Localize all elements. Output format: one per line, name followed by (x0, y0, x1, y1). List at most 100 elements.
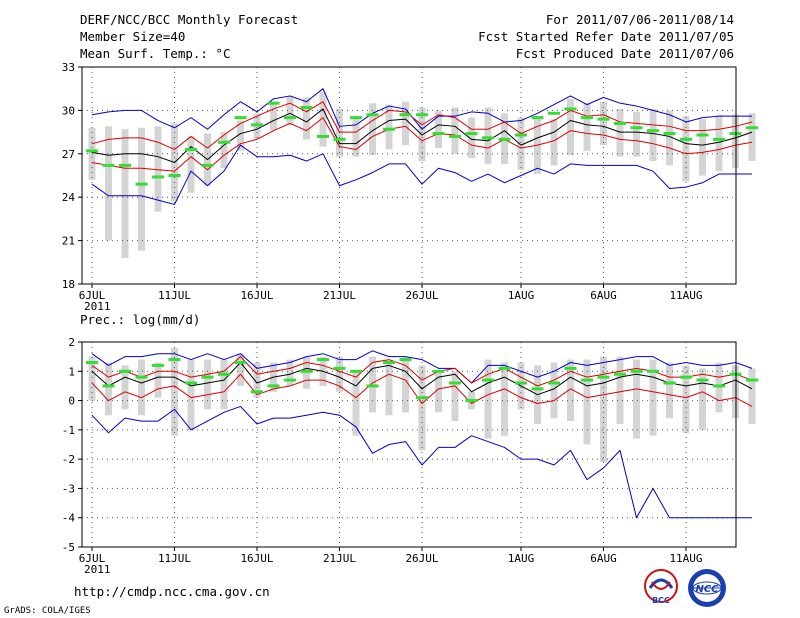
precipitation-year-label: 2011 (84, 563, 111, 576)
precipitation-range-bar (682, 365, 690, 433)
precipitation-member-marker (135, 375, 148, 379)
temperature-range-bar (154, 126, 162, 212)
temperature-xtick-label: 6AUG (590, 289, 617, 302)
grads-credit: GrADS: COLA/IGES (4, 606, 91, 616)
temperature-member-marker (696, 133, 709, 137)
precipitation-member-marker (284, 378, 296, 382)
precipitation-range-bar (633, 359, 640, 439)
bcc-logo: BCC (644, 569, 678, 605)
temperature-range-bar (418, 107, 426, 162)
temperature-member-marker (416, 113, 428, 117)
precipitation-member-marker (152, 363, 164, 367)
start-date-label: Fcst Started Refer Date 2011/07/05 (478, 29, 734, 44)
temperature-member-marker (647, 129, 659, 133)
temperature-member-marker (498, 137, 511, 141)
precipitation-range-bar (616, 356, 624, 424)
temperature-member-marker (432, 132, 445, 136)
temperature-min-line (91, 144, 752, 205)
precipitation-member-marker (647, 369, 659, 373)
temperature-range-bar (468, 117, 475, 159)
precipitation-member-marker (564, 366, 577, 370)
temperature-member-marker (119, 163, 131, 167)
temperature-range-bar (220, 132, 228, 169)
temperature-member-marker (201, 163, 214, 167)
precipitation-member-marker (366, 384, 379, 388)
precipitation-member-marker (614, 372, 626, 376)
temperature-range-bar (352, 117, 360, 157)
precipitation-range-bar (253, 362, 261, 398)
temperature-xtick-label: 1AUG (508, 289, 535, 302)
temperature-member-marker (350, 116, 362, 120)
precipitation-range-bar (352, 371, 360, 436)
precipitation-range-bar (451, 371, 459, 422)
temperature-range-bar (319, 91, 327, 147)
precipitation-range-bar (567, 359, 574, 422)
precipitation-ytick-label: -2 (62, 453, 75, 466)
temperature-ytick-label: 24 (62, 191, 76, 204)
temperature-member-marker (168, 174, 181, 177)
precipitation-range-bar (105, 362, 112, 416)
precipitation-range-bar (550, 362, 558, 419)
temperature-range-bar (550, 119, 558, 166)
precipitation-range-bar (171, 347, 178, 436)
temperature-range-bar (699, 119, 706, 176)
precipitation-member-marker (201, 375, 214, 379)
temperature-range-bar (369, 103, 376, 156)
precipitation-xtick-label: 11JUL (158, 552, 191, 565)
temperature-range-bar (748, 113, 756, 162)
temperature-range-bar (666, 110, 673, 166)
precipitation-member-marker (218, 372, 230, 376)
temperature-ytick-label: 18 (62, 278, 75, 291)
temperature-range-bar (567, 98, 574, 156)
precipitation-ensemble-mean-line (91, 362, 753, 396)
precipitation-member-marker (333, 366, 346, 370)
temperature-member-marker (333, 137, 346, 141)
precipitation-range-bar (435, 371, 442, 413)
temperature-member-marker (581, 116, 593, 120)
precipitation-member-marker (449, 381, 461, 385)
temperature-member-marker (564, 107, 577, 111)
precipitation-range-bar (138, 359, 145, 416)
precipitation-ytick-label: -3 (62, 482, 75, 495)
precipitation-max-line (91, 350, 753, 384)
temperature-range-bar (451, 107, 459, 154)
precipitation-member-marker (548, 381, 560, 385)
variable-label: Mean Surf. Temp.: °C (80, 46, 231, 61)
temperature-range-bar (303, 97, 310, 140)
precipitation-range-bar (583, 359, 591, 445)
temperature-member-marker (663, 132, 676, 136)
temperature-range-bar (517, 117, 525, 170)
temperature-member-marker (614, 121, 626, 125)
precipitation-member-marker (498, 366, 511, 370)
precipitation-member-marker (267, 384, 280, 388)
temperature-xtick-label: 26JUL (405, 289, 438, 302)
temperature-range-bar (105, 126, 112, 241)
precipitation-member-marker (515, 381, 527, 385)
temperature-member-marker (135, 182, 148, 186)
temperature-ytick-label: 33 (62, 61, 75, 74)
precipitation-range-bar (748, 368, 756, 424)
temperature-range-bar (385, 104, 393, 150)
precipitation-range-bar (154, 362, 162, 398)
precipitation-member-marker (581, 378, 593, 382)
source-url[interactable]: http://cmdp.ncc.cma.gov.cn (74, 584, 270, 599)
temperature-xtick-label: 21JUL (323, 289, 356, 302)
precipitation-member-marker (597, 375, 610, 379)
temperature-ensemble-mean-line (91, 108, 753, 163)
temperature-member-marker (531, 116, 544, 120)
temperature-member-marker (449, 134, 461, 138)
precipitation-range-bar (385, 359, 393, 416)
temperature-range-bar (682, 116, 690, 182)
precipitation-ytick-label: -5 (62, 541, 75, 554)
ncc-logo: NCC (688, 569, 726, 607)
precipitation-lower-spread-line (91, 373, 753, 407)
precipitation-ytick-label: -1 (62, 424, 75, 437)
precipitation-member-marker (482, 378, 494, 382)
member-size-label: Member Size=40 (80, 29, 186, 44)
forecast-period: For 2011/07/06-2011/08/14 (545, 12, 734, 27)
temperature-member-marker (383, 127, 395, 131)
temperature-range-bar (435, 110, 442, 149)
precipitation-range-bar (501, 362, 508, 436)
